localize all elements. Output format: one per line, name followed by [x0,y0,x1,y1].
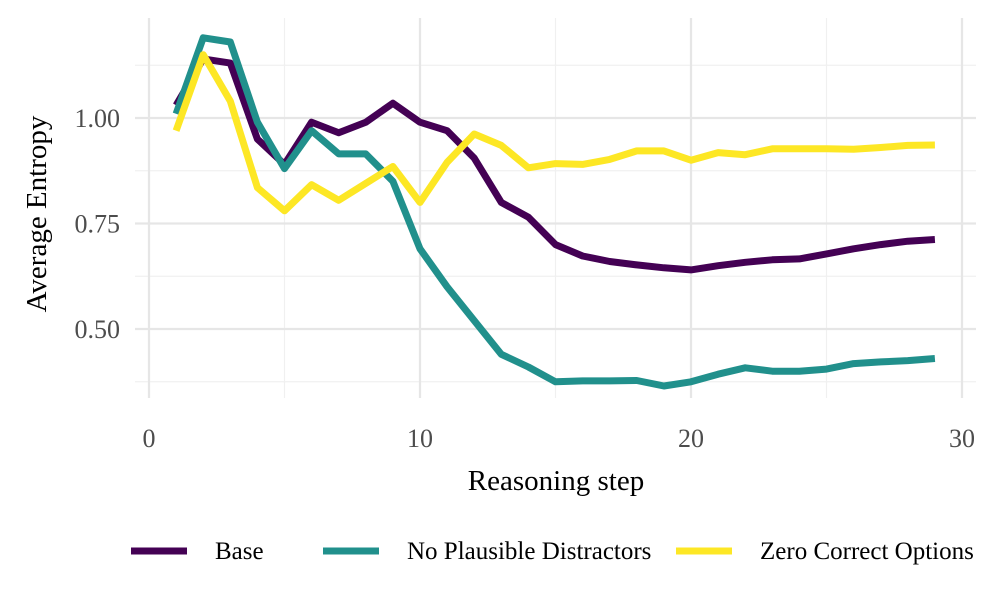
legend-label: No Plausible Distractors [407,538,651,565]
y-tick-label: 0.75 [75,210,121,239]
grid [135,18,976,398]
legend-item-no-plausible-distractors: No Plausible Distractors [323,538,651,565]
y-axis-ticks: 0.50 0.75 1.00 [75,104,121,344]
x-axis-title: Reasoning step [468,465,644,497]
y-axis-title: Average Entropy [21,115,53,312]
x-tick-label: 30 [949,424,975,453]
series-line-base [173,55,936,274]
legend-item-zero-correct-options: Zero Correct Options [676,538,974,565]
y-tick-label: 1.00 [75,104,121,133]
y-tick-label: 0.50 [75,315,121,344]
x-axis-ticks: 0 10 20 30 [143,424,976,453]
series-line-no-plausible-distractors [172,34,936,390]
legend-label: Base [215,538,264,565]
legend: Base No Plausible Distractors Zero Correct… [131,538,974,565]
x-tick-label: 10 [407,424,433,453]
x-tick-label: 0 [143,424,156,453]
x-tick-label: 20 [678,424,704,453]
legend-item-base: Base [131,538,264,565]
series-lines [172,34,936,390]
series-line-zero-correct-options [172,51,935,215]
legend-label: Zero Correct Options [760,538,974,565]
